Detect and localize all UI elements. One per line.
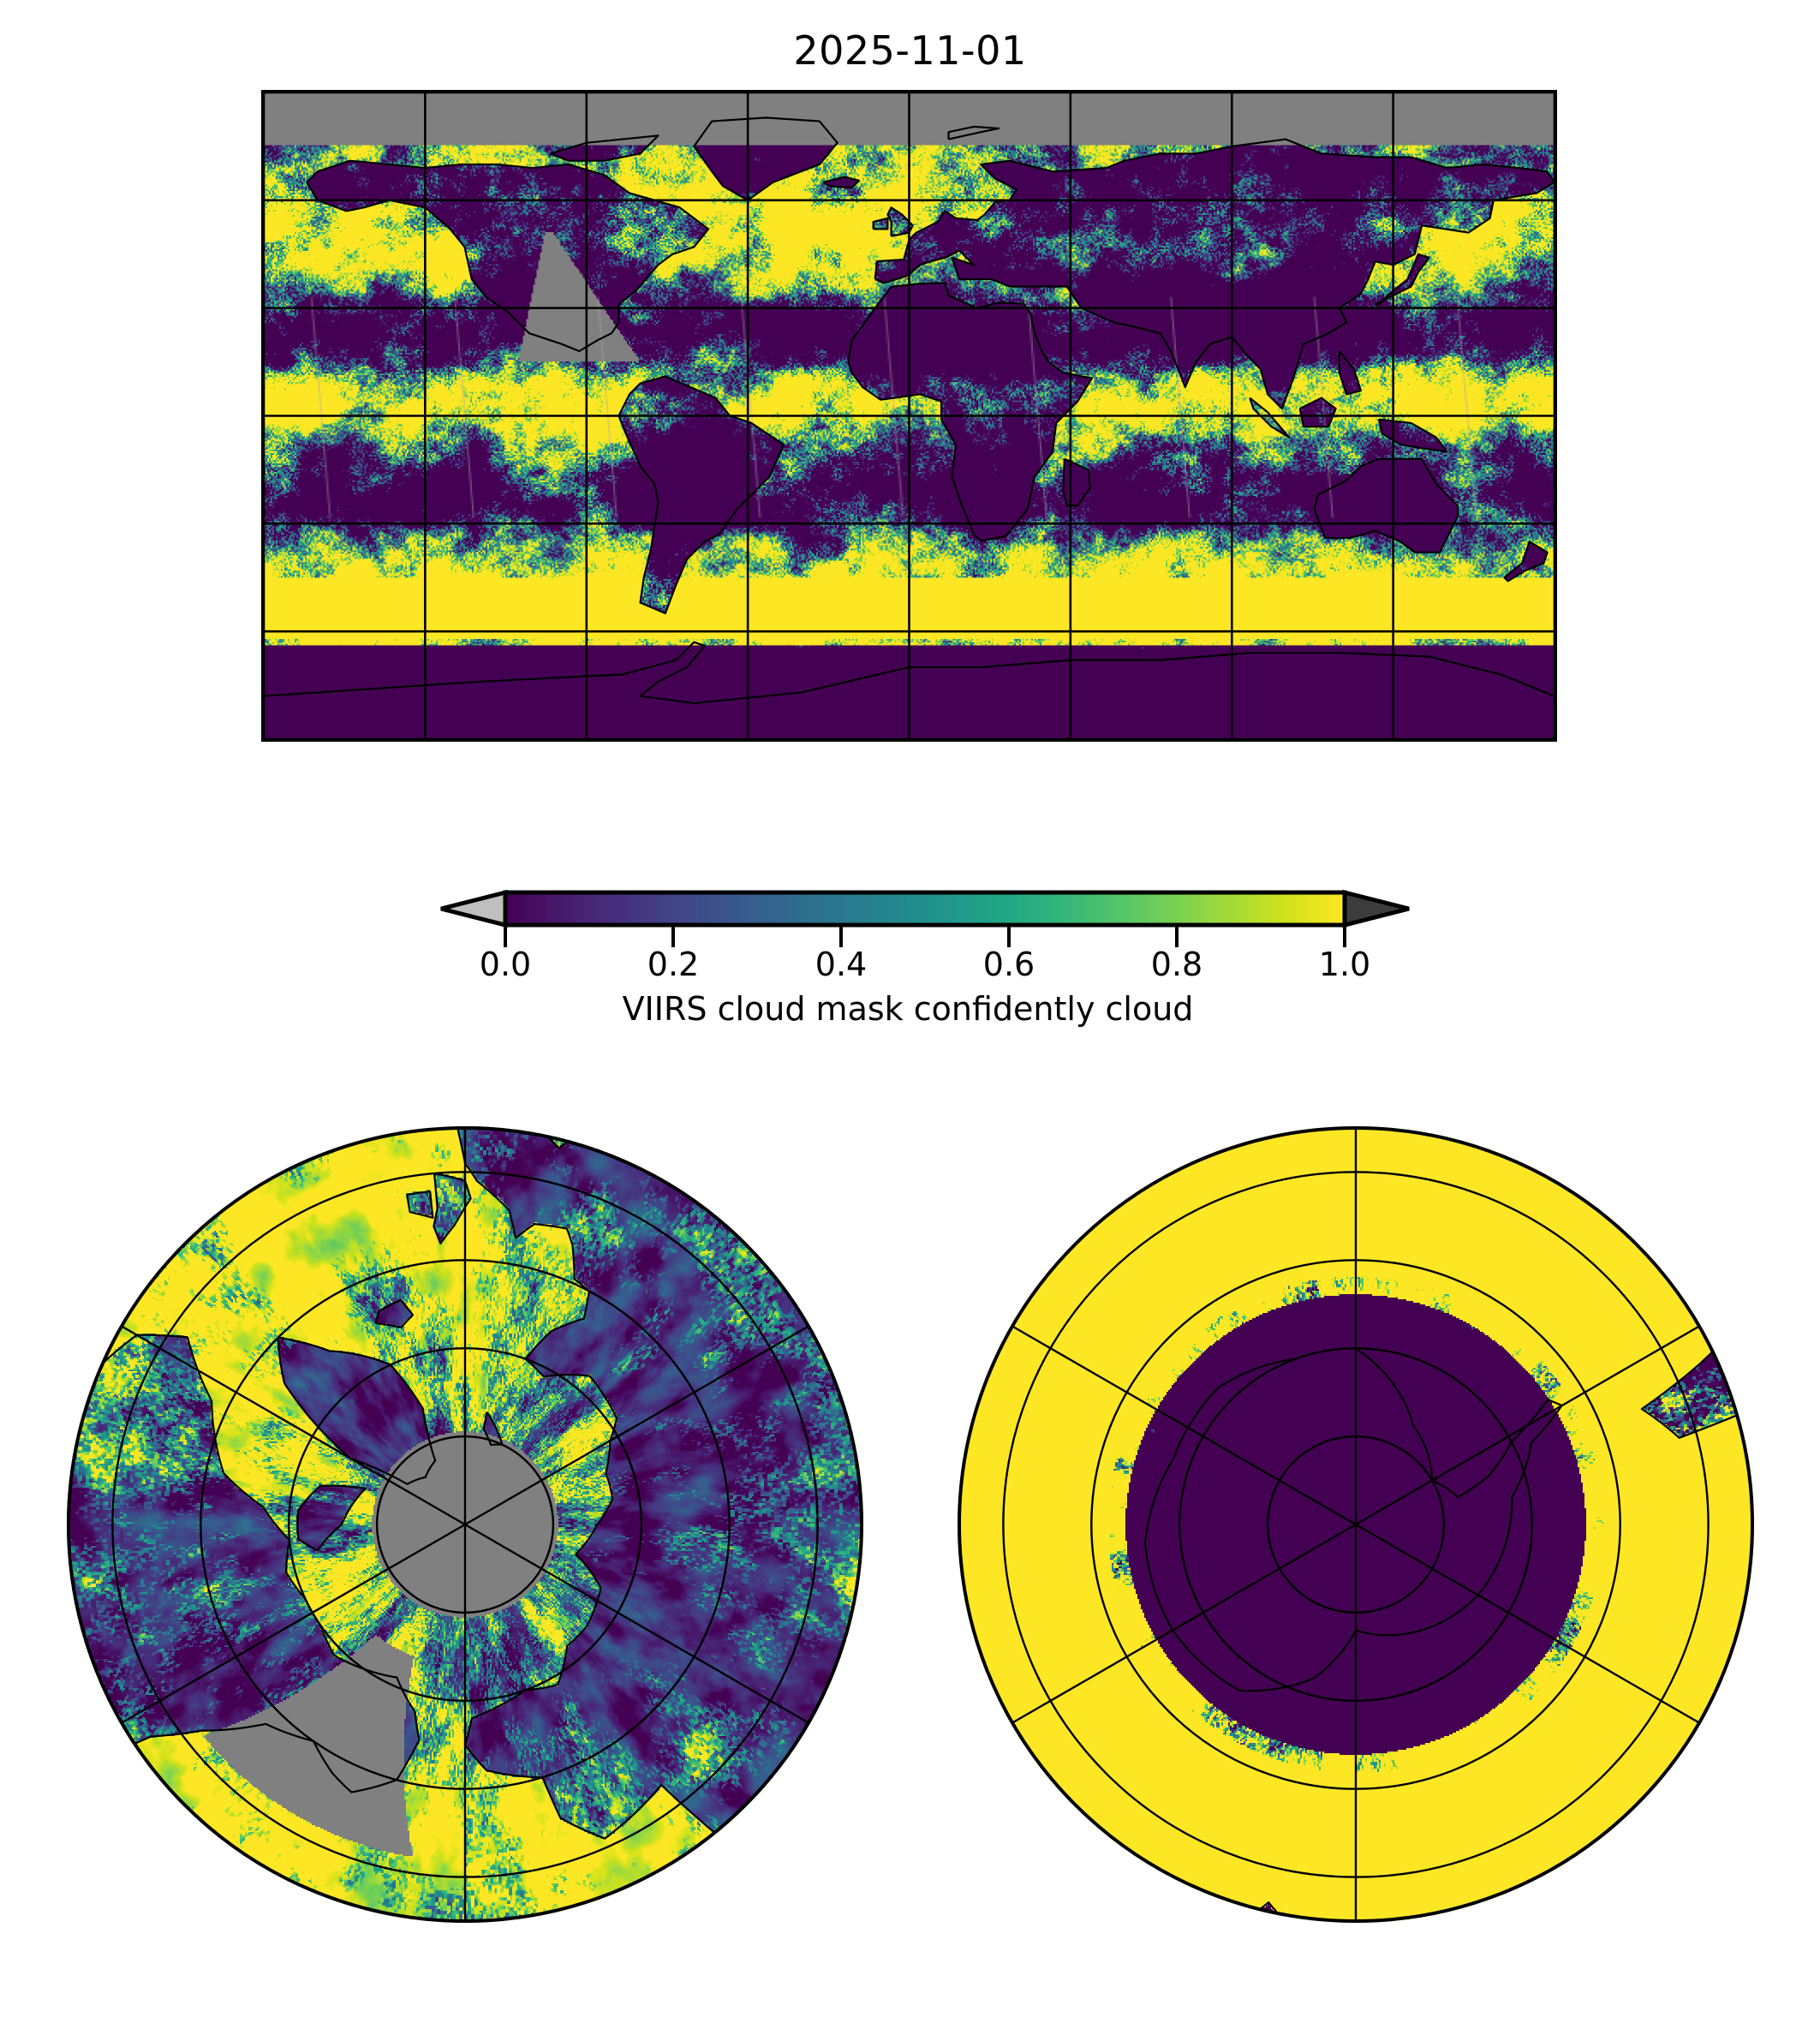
global-map-axes[interactable] xyxy=(261,90,1557,742)
north-polar-disc xyxy=(67,1126,863,1923)
colorbar-tick-label: 0.2 xyxy=(647,946,700,983)
colorbar-tick-label: 1.0 xyxy=(1318,946,1371,983)
colorbar-tick-label: 0.6 xyxy=(982,946,1035,983)
north-polar-axes[interactable] xyxy=(67,1126,863,1923)
north-polar-cloud-mask-raster xyxy=(67,1126,863,1923)
colorbar-tick-label: 0.8 xyxy=(1150,946,1203,983)
colorbar-tick-label: 0.4 xyxy=(815,946,868,983)
south-polar-disc xyxy=(958,1126,1754,1923)
south-polar-axes[interactable] xyxy=(958,1126,1754,1923)
colorbar-gradient-bar xyxy=(440,889,1410,947)
global-cloud-mask-raster xyxy=(264,92,1554,739)
south-polar-cloud-mask-raster xyxy=(958,1126,1754,1923)
colorbar-axis-label: VIIRS cloud mask confidently cloud xyxy=(622,990,1194,1028)
page-title: 2025-11-01 xyxy=(793,27,1027,74)
colorbar-tick-label: 0.0 xyxy=(479,946,532,983)
colorbar[interactable]: 0.0 0.2 0.4 0.6 0.8 1.0 VIIRS cloud mask conf… xyxy=(403,863,1413,1035)
